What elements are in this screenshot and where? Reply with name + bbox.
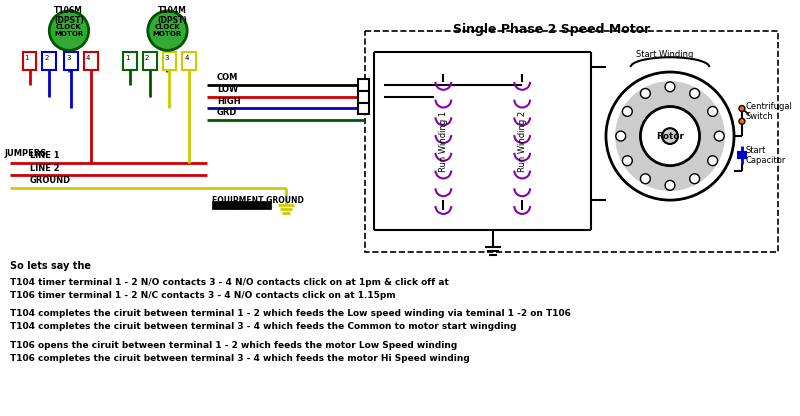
Bar <box>231 201 235 209</box>
Text: 1: 1 <box>125 55 130 61</box>
Bar <box>228 201 231 209</box>
Circle shape <box>606 72 734 200</box>
Bar <box>358 79 370 91</box>
Text: CLOCK
MOTOR: CLOCK MOTOR <box>153 24 182 37</box>
Text: T106 opens the ciruit between terminal 1 - 2 which feeds the motor Low Speed win: T106 opens the ciruit between terminal 1… <box>10 341 457 350</box>
Bar <box>251 201 255 209</box>
Text: Run Winding 2: Run Winding 2 <box>518 110 526 171</box>
Text: T106 timer terminal 1 - 2 N/C contacts 3 - 4 N/O contacts click on at 1.15pm: T106 timer terminal 1 - 2 N/C contacts 3… <box>10 291 395 300</box>
Bar <box>216 201 220 209</box>
Text: COM: COM <box>217 73 238 82</box>
Circle shape <box>50 11 89 50</box>
Circle shape <box>708 156 718 166</box>
Bar <box>239 201 243 209</box>
Text: EQUIPMENT GROUND: EQUIPMENT GROUND <box>212 196 304 205</box>
Bar <box>42 52 56 70</box>
Circle shape <box>708 106 718 116</box>
Bar <box>22 52 37 70</box>
Text: Start Winding: Start Winding <box>636 50 694 59</box>
Circle shape <box>641 89 650 98</box>
Circle shape <box>665 181 675 190</box>
Bar <box>212 201 216 209</box>
Bar <box>255 201 259 209</box>
Circle shape <box>616 82 724 190</box>
Circle shape <box>690 89 699 98</box>
Bar <box>162 52 176 70</box>
Bar <box>247 201 251 209</box>
Bar <box>224 201 228 209</box>
Text: T104 completes the ciruit between terminal 1 - 2 which feeds the Low speed windi: T104 completes the ciruit between termin… <box>10 310 570 319</box>
Text: Single Phase 2 Speed Motor: Single Phase 2 Speed Motor <box>453 23 650 36</box>
Bar <box>235 201 239 209</box>
Text: T106 completes the ciruit between terminal 3 - 4 which feeds the motor Hi Speed : T106 completes the ciruit between termin… <box>10 354 470 363</box>
Bar <box>267 201 271 209</box>
Circle shape <box>148 11 187 50</box>
Text: LINE 2: LINE 2 <box>30 163 59 173</box>
Circle shape <box>690 174 699 184</box>
Circle shape <box>739 118 745 124</box>
Text: 3: 3 <box>66 55 70 61</box>
Text: Rotor: Rotor <box>656 131 684 141</box>
Bar <box>64 52 78 70</box>
Bar <box>358 103 370 114</box>
Bar <box>259 201 263 209</box>
Text: LINE 1: LINE 1 <box>30 151 59 160</box>
Text: So lets say the: So lets say the <box>10 261 91 271</box>
Text: JUMPERS: JUMPERS <box>5 149 47 158</box>
Text: Run Winding 1: Run Winding 1 <box>439 110 448 171</box>
Text: 2: 2 <box>44 55 49 61</box>
Circle shape <box>622 156 632 166</box>
Bar <box>84 52 98 70</box>
Circle shape <box>641 174 650 184</box>
Bar <box>263 201 267 209</box>
Text: T104M
(DPST): T104M (DPST) <box>158 6 187 25</box>
Text: 4: 4 <box>86 55 90 61</box>
Text: LOW: LOW <box>217 85 238 94</box>
Bar <box>365 31 778 253</box>
Bar <box>143 52 157 70</box>
Text: GROUND: GROUND <box>30 176 70 186</box>
Bar <box>123 52 137 70</box>
Circle shape <box>665 82 675 92</box>
Text: T104 completes the ciruit between terminal 3 - 4 which feeds the Common to motor: T104 completes the ciruit between termin… <box>10 322 516 331</box>
Bar <box>182 52 196 70</box>
Text: CLOCK
MOTOR: CLOCK MOTOR <box>54 24 83 37</box>
Bar <box>243 201 247 209</box>
Text: T104 timer terminal 1 - 2 N/O contacts 3 - 4 N/O contacts click on at 1pm & clic: T104 timer terminal 1 - 2 N/O contacts 3… <box>10 278 449 287</box>
Text: GRD: GRD <box>217 108 237 117</box>
Text: 3: 3 <box>165 55 169 61</box>
Text: Centrifugal
Switch: Centrifugal Switch <box>746 102 793 121</box>
Bar <box>220 201 224 209</box>
Circle shape <box>739 106 745 111</box>
Text: HIGH: HIGH <box>217 97 240 106</box>
Bar <box>358 91 370 103</box>
Circle shape <box>616 131 626 141</box>
Text: Start
Capacitor: Start Capacitor <box>746 146 786 166</box>
Text: 4: 4 <box>184 55 189 61</box>
Circle shape <box>662 128 678 144</box>
Circle shape <box>622 106 632 116</box>
Text: 2: 2 <box>145 55 150 61</box>
Text: T106M
(DPST): T106M (DPST) <box>54 6 84 25</box>
Text: 1: 1 <box>25 55 29 61</box>
Circle shape <box>641 106 699 166</box>
Circle shape <box>714 131 724 141</box>
